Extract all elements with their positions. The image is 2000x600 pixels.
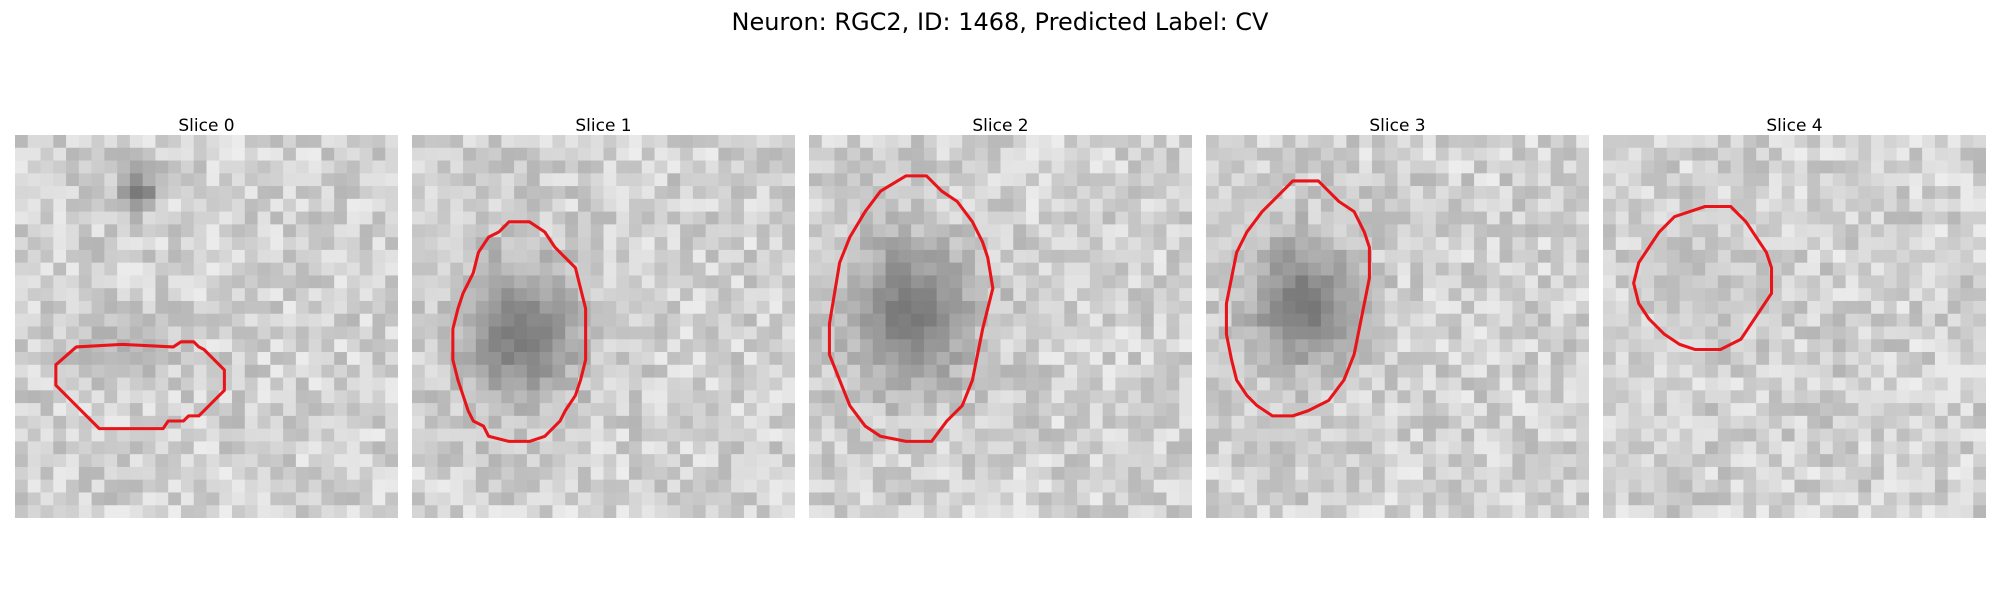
cell-contour xyxy=(1632,204,1774,352)
slice-title: Slice 1 xyxy=(575,116,632,136)
slice-title: Slice 2 xyxy=(972,116,1029,136)
figure-title: Neuron: RGC2, ID: 1468, Predicted Label:… xyxy=(731,8,1269,36)
slice-panel-0: Slice 0 xyxy=(15,115,398,518)
cell-contour xyxy=(54,340,226,431)
slice-panel-1: Slice 1 xyxy=(412,115,795,518)
slice-title: Slice 4 xyxy=(1766,116,1823,136)
slice-image xyxy=(1603,135,1986,518)
cell-contour xyxy=(451,220,588,443)
pixel-grid xyxy=(1603,135,1986,518)
pixel-grid xyxy=(15,135,398,518)
slice-image xyxy=(412,135,795,518)
slice-panel-3: Slice 3 xyxy=(1206,115,1589,518)
slice-title: Slice 3 xyxy=(1369,116,1426,136)
slice-image xyxy=(1206,135,1589,518)
pixel-grid xyxy=(1206,135,1589,518)
slice-title: Slice 0 xyxy=(178,116,235,136)
pixel-grid xyxy=(412,135,795,518)
slice-image xyxy=(809,135,1192,518)
slice-image xyxy=(15,135,398,518)
slice-panel-4: Slice 4 xyxy=(1603,115,1986,518)
cell-contour xyxy=(1224,179,1371,418)
slice-panel-2: Slice 2 xyxy=(809,115,1192,518)
pixel-grid xyxy=(809,135,1192,518)
cell-contour xyxy=(827,174,995,443)
